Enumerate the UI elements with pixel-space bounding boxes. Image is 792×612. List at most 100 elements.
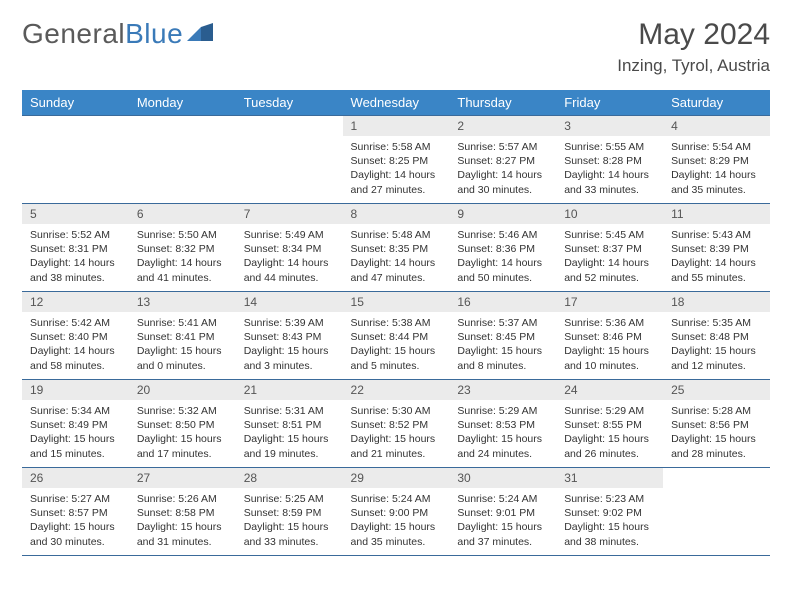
day-header-row: SundayMondayTuesdayWednesdayThursdayFrid… <box>22 90 770 116</box>
calendar-cell: 12Sunrise: 5:42 AMSunset: 8:40 PMDayligh… <box>22 292 129 380</box>
calendar-cell: 18Sunrise: 5:35 AMSunset: 8:48 PMDayligh… <box>663 292 770 380</box>
day-number: 14 <box>236 292 343 312</box>
calendar-body: 1Sunrise: 5:58 AMSunset: 8:25 PMDaylight… <box>22 116 770 556</box>
day-content: Sunrise: 5:36 AMSunset: 8:46 PMDaylight:… <box>556 312 663 379</box>
day-content: Sunrise: 5:26 AMSunset: 8:58 PMDaylight:… <box>129 488 236 555</box>
day-number: 11 <box>663 204 770 224</box>
day-header-cell: Thursday <box>449 90 556 116</box>
day-content: Sunrise: 5:25 AMSunset: 8:59 PMDaylight:… <box>236 488 343 555</box>
day-content: Sunrise: 5:24 AMSunset: 9:01 PMDaylight:… <box>449 488 556 555</box>
calendar-week: 12Sunrise: 5:42 AMSunset: 8:40 PMDayligh… <box>22 292 770 380</box>
day-content: Sunrise: 5:34 AMSunset: 8:49 PMDaylight:… <box>22 400 129 467</box>
calendar-cell: 4Sunrise: 5:54 AMSunset: 8:29 PMDaylight… <box>663 116 770 204</box>
day-content: Sunrise: 5:28 AMSunset: 8:56 PMDaylight:… <box>663 400 770 467</box>
location: Inzing, Tyrol, Austria <box>617 56 770 76</box>
day-content: Sunrise: 5:52 AMSunset: 8:31 PMDaylight:… <box>22 224 129 291</box>
day-content: Sunrise: 5:54 AMSunset: 8:29 PMDaylight:… <box>663 136 770 203</box>
day-number: 23 <box>449 380 556 400</box>
day-number: 6 <box>129 204 236 224</box>
day-content: Sunrise: 5:29 AMSunset: 8:53 PMDaylight:… <box>449 400 556 467</box>
day-content: Sunrise: 5:37 AMSunset: 8:45 PMDaylight:… <box>449 312 556 379</box>
day-content: Sunrise: 5:35 AMSunset: 8:48 PMDaylight:… <box>663 312 770 379</box>
day-content: Sunrise: 5:58 AMSunset: 8:25 PMDaylight:… <box>343 136 450 203</box>
day-content: Sunrise: 5:50 AMSunset: 8:32 PMDaylight:… <box>129 224 236 291</box>
day-number: 8 <box>343 204 450 224</box>
calendar-cell <box>236 116 343 204</box>
day-content: Sunrise: 5:46 AMSunset: 8:36 PMDaylight:… <box>449 224 556 291</box>
day-content: Sunrise: 5:49 AMSunset: 8:34 PMDaylight:… <box>236 224 343 291</box>
title-block: May 2024 Inzing, Tyrol, Austria <box>617 18 770 76</box>
calendar-cell <box>663 468 770 556</box>
day-content: Sunrise: 5:42 AMSunset: 8:40 PMDaylight:… <box>22 312 129 379</box>
day-number: 9 <box>449 204 556 224</box>
calendar-cell: 3Sunrise: 5:55 AMSunset: 8:28 PMDaylight… <box>556 116 663 204</box>
day-number: 18 <box>663 292 770 312</box>
calendar-cell: 17Sunrise: 5:36 AMSunset: 8:46 PMDayligh… <box>556 292 663 380</box>
day-number: 1 <box>343 116 450 136</box>
day-content: Sunrise: 5:23 AMSunset: 9:02 PMDaylight:… <box>556 488 663 555</box>
day-number: 7 <box>236 204 343 224</box>
day-number: 17 <box>556 292 663 312</box>
calendar-cell: 10Sunrise: 5:45 AMSunset: 8:37 PMDayligh… <box>556 204 663 292</box>
calendar-cell: 23Sunrise: 5:29 AMSunset: 8:53 PMDayligh… <box>449 380 556 468</box>
day-content: Sunrise: 5:32 AMSunset: 8:50 PMDaylight:… <box>129 400 236 467</box>
day-header-cell: Monday <box>129 90 236 116</box>
day-number: 2 <box>449 116 556 136</box>
calendar-cell <box>129 116 236 204</box>
day-number: 31 <box>556 468 663 488</box>
calendar-cell: 25Sunrise: 5:28 AMSunset: 8:56 PMDayligh… <box>663 380 770 468</box>
day-content: Sunrise: 5:24 AMSunset: 9:00 PMDaylight:… <box>343 488 450 555</box>
day-number: 30 <box>449 468 556 488</box>
day-number: 29 <box>343 468 450 488</box>
day-content: Sunrise: 5:31 AMSunset: 8:51 PMDaylight:… <box>236 400 343 467</box>
day-content: Sunrise: 5:41 AMSunset: 8:41 PMDaylight:… <box>129 312 236 379</box>
day-content: Sunrise: 5:55 AMSunset: 8:28 PMDaylight:… <box>556 136 663 203</box>
calendar-cell: 15Sunrise: 5:38 AMSunset: 8:44 PMDayligh… <box>343 292 450 380</box>
calendar-cell: 16Sunrise: 5:37 AMSunset: 8:45 PMDayligh… <box>449 292 556 380</box>
calendar-cell: 5Sunrise: 5:52 AMSunset: 8:31 PMDaylight… <box>22 204 129 292</box>
calendar-cell: 13Sunrise: 5:41 AMSunset: 8:41 PMDayligh… <box>129 292 236 380</box>
day-number: 19 <box>22 380 129 400</box>
header: GeneralBlue May 2024 Inzing, Tyrol, Aust… <box>22 18 770 76</box>
logo: GeneralBlue <box>22 18 215 50</box>
calendar-cell: 6Sunrise: 5:50 AMSunset: 8:32 PMDaylight… <box>129 204 236 292</box>
calendar-cell: 9Sunrise: 5:46 AMSunset: 8:36 PMDaylight… <box>449 204 556 292</box>
calendar-cell: 21Sunrise: 5:31 AMSunset: 8:51 PMDayligh… <box>236 380 343 468</box>
day-number: 26 <box>22 468 129 488</box>
day-content: Sunrise: 5:38 AMSunset: 8:44 PMDaylight:… <box>343 312 450 379</box>
calendar-cell: 28Sunrise: 5:25 AMSunset: 8:59 PMDayligh… <box>236 468 343 556</box>
calendar-cell: 20Sunrise: 5:32 AMSunset: 8:50 PMDayligh… <box>129 380 236 468</box>
day-header-cell: Sunday <box>22 90 129 116</box>
day-header-cell: Tuesday <box>236 90 343 116</box>
calendar-cell: 22Sunrise: 5:30 AMSunset: 8:52 PMDayligh… <box>343 380 450 468</box>
day-number: 10 <box>556 204 663 224</box>
day-content: Sunrise: 5:30 AMSunset: 8:52 PMDaylight:… <box>343 400 450 467</box>
logo-text-blue: Blue <box>125 18 183 50</box>
day-content: Sunrise: 5:43 AMSunset: 8:39 PMDaylight:… <box>663 224 770 291</box>
day-number: 27 <box>129 468 236 488</box>
day-number: 24 <box>556 380 663 400</box>
day-content: Sunrise: 5:29 AMSunset: 8:55 PMDaylight:… <box>556 400 663 467</box>
calendar-cell: 7Sunrise: 5:49 AMSunset: 8:34 PMDaylight… <box>236 204 343 292</box>
day-content: Sunrise: 5:57 AMSunset: 8:27 PMDaylight:… <box>449 136 556 203</box>
day-header-cell: Friday <box>556 90 663 116</box>
day-number: 3 <box>556 116 663 136</box>
calendar-cell: 1Sunrise: 5:58 AMSunset: 8:25 PMDaylight… <box>343 116 450 204</box>
calendar-cell: 11Sunrise: 5:43 AMSunset: 8:39 PMDayligh… <box>663 204 770 292</box>
day-content: Sunrise: 5:27 AMSunset: 8:57 PMDaylight:… <box>22 488 129 555</box>
calendar-week: 19Sunrise: 5:34 AMSunset: 8:49 PMDayligh… <box>22 380 770 468</box>
calendar-cell: 26Sunrise: 5:27 AMSunset: 8:57 PMDayligh… <box>22 468 129 556</box>
calendar-week: 26Sunrise: 5:27 AMSunset: 8:57 PMDayligh… <box>22 468 770 556</box>
calendar-cell: 2Sunrise: 5:57 AMSunset: 8:27 PMDaylight… <box>449 116 556 204</box>
calendar-cell: 19Sunrise: 5:34 AMSunset: 8:49 PMDayligh… <box>22 380 129 468</box>
day-content: Sunrise: 5:45 AMSunset: 8:37 PMDaylight:… <box>556 224 663 291</box>
calendar-week: 1Sunrise: 5:58 AMSunset: 8:25 PMDaylight… <box>22 116 770 204</box>
calendar-cell: 30Sunrise: 5:24 AMSunset: 9:01 PMDayligh… <box>449 468 556 556</box>
calendar-cell: 29Sunrise: 5:24 AMSunset: 9:00 PMDayligh… <box>343 468 450 556</box>
calendar-cell: 8Sunrise: 5:48 AMSunset: 8:35 PMDaylight… <box>343 204 450 292</box>
calendar-cell: 14Sunrise: 5:39 AMSunset: 8:43 PMDayligh… <box>236 292 343 380</box>
day-number: 20 <box>129 380 236 400</box>
calendar-cell: 27Sunrise: 5:26 AMSunset: 8:58 PMDayligh… <box>129 468 236 556</box>
day-header-cell: Wednesday <box>343 90 450 116</box>
calendar-week: 5Sunrise: 5:52 AMSunset: 8:31 PMDaylight… <box>22 204 770 292</box>
